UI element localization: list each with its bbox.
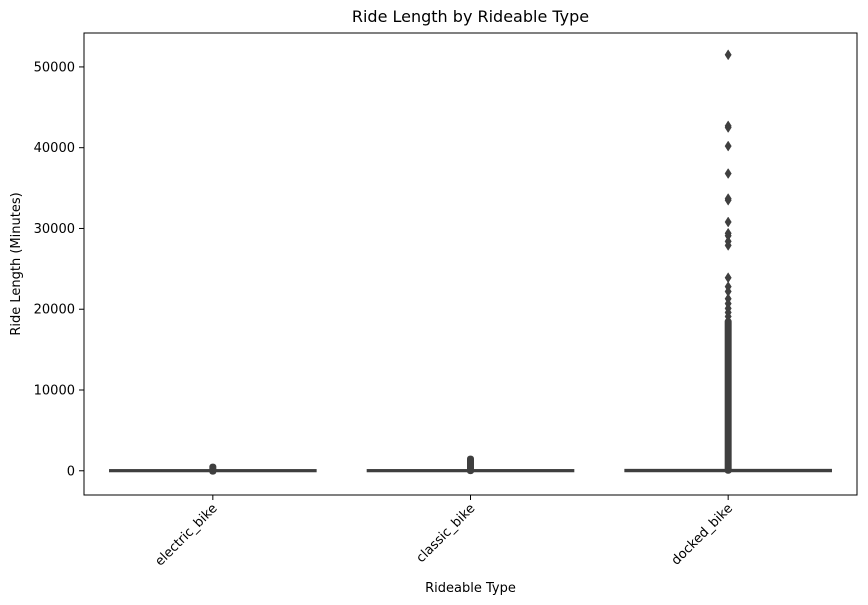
box-group-electric_bike: [109, 463, 317, 475]
outlier-point: [724, 122, 732, 133]
outlier-point: [724, 311, 732, 322]
y-tick-label: 40000: [34, 141, 75, 156]
y-tick-label: 0: [67, 464, 75, 479]
outlier-point: [724, 168, 732, 180]
outlier-point: [724, 194, 732, 206]
x-tick-label: docked_bike: [669, 501, 736, 568]
x-tick-label: classic_bike: [414, 501, 479, 566]
y-tick-label: 10000: [34, 384, 75, 399]
box-group-docked_bike: [624, 49, 832, 474]
y-tick-label: 50000: [34, 60, 75, 75]
outlier-point: [724, 49, 732, 61]
plot-frame: [83, 32, 858, 496]
x-tick-label: electric_bike: [153, 501, 221, 569]
outlier-point: [724, 216, 732, 228]
outlier-cluster: [724, 318, 732, 474]
box-group-classic_bike: [366, 455, 575, 475]
outlier-point: [724, 239, 732, 251]
plot-area: [83, 32, 858, 496]
outlier-point: [724, 140, 732, 152]
y-tick-label: 20000: [34, 303, 75, 318]
y-axis: 0 10000 20000 30000 40000 50000: [34, 60, 84, 479]
chart-title: Ride Length by Rideable Type: [352, 7, 589, 26]
y-tick-label: 30000: [34, 222, 75, 237]
y-axis-label: Ride Length (Minutes): [9, 192, 24, 335]
x-axis-label: Rideable Type: [425, 581, 516, 596]
x-axis: electric_bike classic_bike docked_bike: [153, 495, 736, 569]
